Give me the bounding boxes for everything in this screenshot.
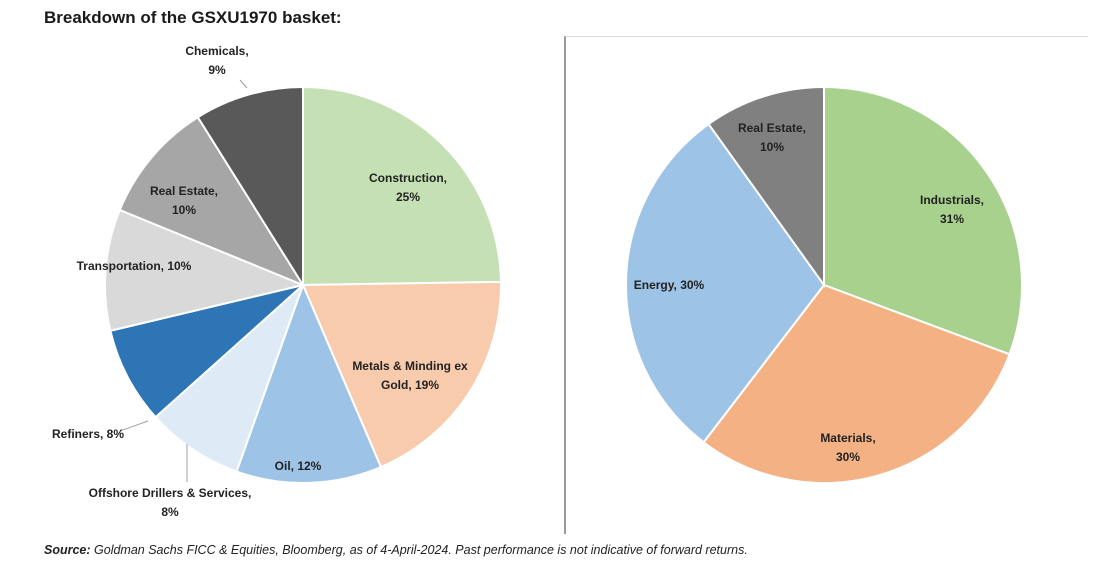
pie-slice-real-estate: [118, 115, 306, 288]
pie-slice-refiners: [109, 284, 304, 419]
pie-slice-offshore-drillers-and-services: [154, 284, 304, 473]
pie-slice-construction: [302, 85, 502, 287]
chart-frame: [564, 36, 1088, 534]
pie-slice-materials: [702, 283, 1011, 484]
pie-slice-metals-and-minding-ex-gold: [301, 280, 502, 469]
data-label-metals-and-minding-ex-gold: Metals & Minding ex Gold, 19%: [352, 359, 468, 392]
source-label: Source:: [44, 543, 91, 557]
pie-slice-energy: [625, 122, 826, 444]
leader-line: [119, 420, 149, 432]
pie-chart-industries: Industrials, 31% Materials, 30% Energy, 30% R…: [625, 85, 1023, 484]
data-label-energy: Energy, 30%: [634, 278, 705, 292]
leader-line: [239, 79, 248, 89]
source-text: Goldman Sachs FICC & Equities, Bloomberg…: [94, 543, 748, 557]
data-label-oil: Oil, 12%: [275, 459, 322, 473]
pie-slice-transportation: [104, 208, 307, 332]
pie-slice-real-estate: [707, 85, 825, 289]
data-label-real-estate: Real Estate, 10%: [738, 121, 806, 154]
pie-slice-chemicals: [196, 85, 304, 289]
pie-slice-industrials: [823, 85, 1023, 356]
data-label-chemicals: Chemicals, 9%: [185, 44, 248, 77]
data-label-construction: Construction, 25%: [369, 171, 447, 204]
data-label-offshore-drillers-and-services: Offshore Drillers & Services, 8%: [89, 486, 252, 519]
pie-chart-sectors: Construction, 25% Metals & Minding ex Gold,…: [52, 44, 502, 519]
pie-slice-oil: [235, 282, 383, 484]
data-label-transportation: Transportation, 10%: [77, 259, 192, 273]
data-label-industrials: Industrials, 31%: [920, 193, 984, 226]
data-label-real-estate: Real Estate, 10%: [150, 184, 218, 217]
data-label-refiners: Refiners, 8%: [52, 427, 124, 441]
data-label-materials: Materials, 30%: [820, 431, 875, 464]
source-note: Source: Goldman Sachs FICC & Equities, B…: [44, 543, 748, 557]
page-title: Breakdown of the GSXU1970 basket:: [44, 8, 342, 27]
